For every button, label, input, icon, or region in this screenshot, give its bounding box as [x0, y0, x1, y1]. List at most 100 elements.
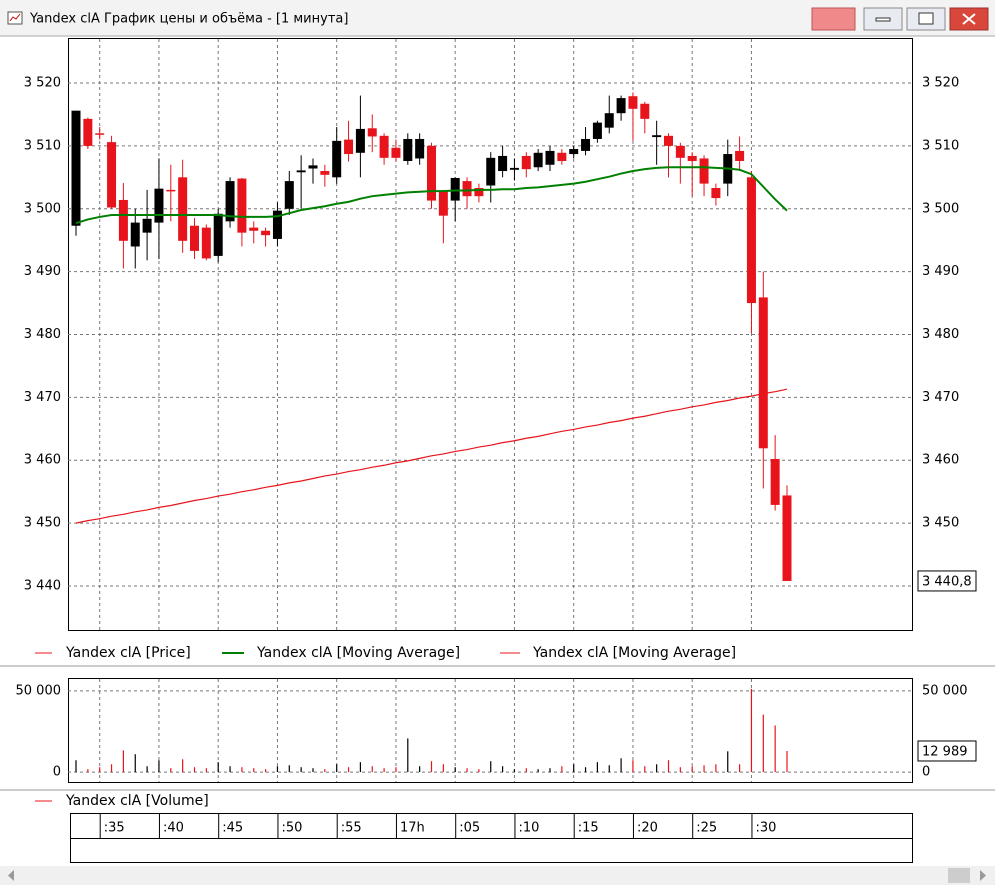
scroll-left[interactable] [8, 870, 14, 881]
candle-body [758, 297, 768, 449]
legend-label: Yandex clA [Moving Average] [256, 645, 460, 661]
scroll-thumb[interactable] [948, 868, 970, 883]
candle-body [237, 178, 247, 233]
candle-body [521, 155, 531, 170]
candle-body [213, 213, 223, 256]
link-button[interactable] [811, 7, 856, 31]
y-tick-label: 3 510 [24, 138, 61, 153]
candle-body [379, 135, 389, 158]
maximize-icon [918, 12, 934, 25]
candle-body [272, 210, 282, 239]
candle-body [261, 230, 271, 236]
candle-body [675, 145, 685, 158]
time-label: :40 [163, 821, 184, 836]
y-tick-label: 0 [53, 765, 61, 780]
candle-body [320, 171, 330, 175]
y-tick-label: 3 440 [24, 578, 61, 593]
minimize-icon [875, 17, 891, 22]
candle-body [699, 158, 709, 184]
y-tick-label-right: 3 480 [922, 327, 959, 342]
candle-body [462, 181, 472, 197]
candle-body [486, 157, 496, 186]
legend-label: Yandex clA [Volume] [65, 793, 209, 809]
moving-average-line [75, 166, 788, 225]
y-tick-label-right: 3 500 [922, 201, 959, 216]
time-label: :30 [755, 821, 776, 836]
candle-body [616, 98, 626, 114]
candle-body [474, 188, 484, 197]
candle-body [344, 139, 354, 155]
candle-body [592, 122, 602, 139]
last-value-label: 3 440,8 [922, 574, 972, 589]
y-tick-label: 3 460 [24, 453, 61, 468]
time-label: :55 [341, 821, 362, 836]
candle-body [427, 145, 436, 201]
candle-body [130, 222, 140, 247]
time-label: :50 [281, 821, 302, 836]
candle-body [604, 113, 614, 128]
candle-body [154, 188, 164, 223]
y-tick-label: 3 480 [24, 327, 61, 342]
candle-body [190, 225, 199, 251]
candle-body [367, 128, 377, 137]
window-title: Yandex clA График цены и объёма - [1 мин… [29, 12, 348, 27]
candle-body [509, 167, 519, 170]
time-label: :10 [518, 821, 539, 836]
y-tick-label-right: 3 460 [922, 453, 959, 468]
candle-body [166, 189, 176, 192]
last-value-box [917, 740, 977, 762]
candle-body [249, 227, 259, 231]
candle-body [770, 458, 780, 505]
legend-label: Yandex clA [Price] [65, 645, 191, 661]
legend-label: Yandex clA [Moving Average] [532, 645, 736, 661]
last-value-label: 12 989 [922, 744, 968, 759]
y-tick-label-right: 3 510 [922, 138, 959, 153]
y-tick-label: 3 520 [24, 76, 61, 91]
time-label: :15 [578, 821, 599, 836]
candle-body [652, 135, 662, 138]
time-label: :35 [104, 821, 125, 836]
y-tick-label-right: 3 490 [922, 264, 959, 279]
candle-body [628, 96, 638, 109]
candle-body [178, 177, 188, 241]
scrollbar[interactable] [0, 866, 995, 885]
moving-average-line [75, 388, 788, 524]
candle-body [107, 142, 117, 208]
time-label: :20 [637, 821, 658, 836]
y-tick-label-right: 3 470 [922, 390, 959, 405]
scroll-right[interactable] [980, 870, 986, 881]
candle-body [735, 150, 745, 161]
volume-plot-frame [68, 678, 913, 783]
candle-body [581, 138, 591, 151]
candle-body [403, 138, 413, 161]
time-label: :25 [696, 821, 717, 836]
y-tick-label: 3 450 [24, 516, 61, 531]
candle-body [201, 227, 211, 259]
candle-body [782, 495, 792, 581]
candle-body [438, 190, 448, 216]
y-tick-label-right: 3 450 [922, 516, 959, 531]
time-label: :45 [222, 821, 243, 836]
candle-body [332, 140, 342, 178]
candle-body [640, 103, 650, 119]
y-tick-label-right: 0 [922, 765, 930, 780]
candle-body [498, 155, 508, 172]
y-tick-label: 3 490 [24, 264, 61, 279]
candle-body [83, 118, 93, 146]
candle-body [284, 181, 294, 209]
candle-body [687, 155, 697, 161]
candle-body [142, 218, 152, 233]
y-tick-label: 3 500 [24, 201, 61, 216]
candle-body [545, 150, 555, 165]
candle-body [391, 147, 401, 158]
candle-body [711, 188, 721, 199]
time-label: 17h [400, 821, 425, 836]
y-tick-label-right: 3 520 [922, 76, 959, 91]
candle-body [71, 110, 81, 226]
time-label: :05 [459, 821, 480, 836]
close-icon [962, 13, 976, 25]
candle-body [569, 149, 579, 155]
candle-body [664, 135, 673, 146]
